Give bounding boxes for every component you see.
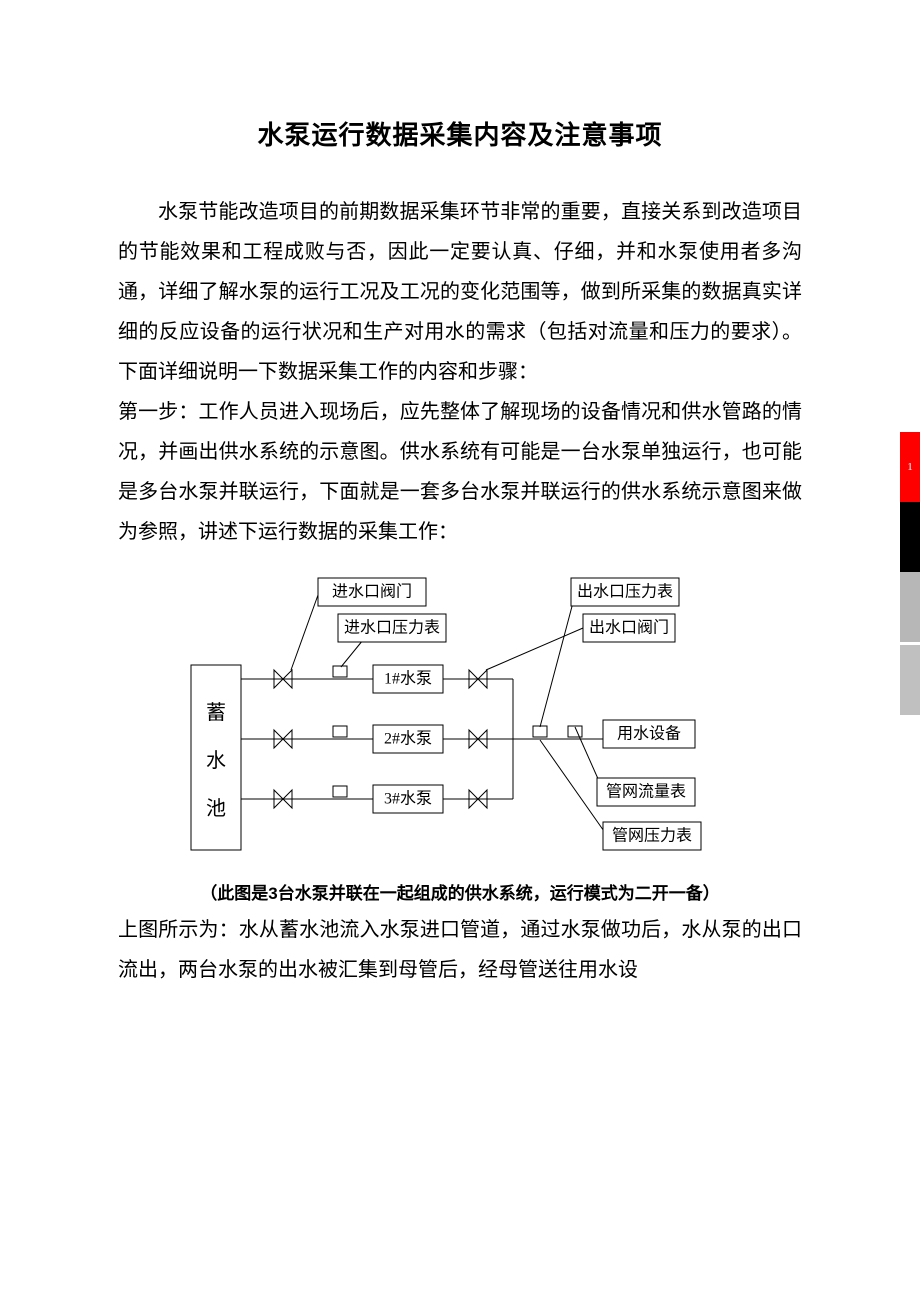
paragraph-intro: 水泵节能改造项目的前期数据采集环节非常的重要，直接关系到改造项目的节能效果和工程… — [118, 192, 802, 392]
tab-gray-2 — [900, 645, 920, 715]
svg-text:2#水泵: 2#水泵 — [383, 730, 431, 748]
svg-text:蓄: 蓄 — [206, 701, 226, 724]
svg-text:进水口阀门: 进水口阀门 — [331, 583, 411, 601]
page-title: 水泵运行数据采集内容及注意事项 — [118, 115, 802, 152]
side-tabs: 1 — [900, 432, 920, 715]
svg-text:管网流量表: 管网流量表 — [605, 783, 685, 801]
diagram-caption: （此图是3台水泵并联在一起组成的供水系统，运行模式为二开一备） — [118, 879, 802, 904]
tab-page-number: 1 — [900, 432, 920, 502]
svg-text:1#水泵: 1#水泵 — [383, 670, 431, 688]
svg-text:出水口阀门: 出水口阀门 — [588, 619, 668, 637]
svg-text:池: 池 — [206, 797, 226, 820]
tab-black — [900, 502, 920, 572]
svg-text:管网压力表: 管网压力表 — [611, 827, 691, 845]
svg-text:3#水泵: 3#水泵 — [383, 790, 431, 808]
svg-text:出水口压力表: 出水口压力表 — [576, 583, 672, 601]
system-diagram: 蓄水池 1#水泵 2#水泵 3#水泵 进水口阀门进水口压力表 出水口压力表出水口阀门用水设… — [183, 570, 738, 865]
paragraph-step1: 第一步：工作人员进入现场后，应先整体了解现场的设备情况和供水管路的情况，并画出供… — [118, 392, 802, 552]
svg-text:用水设备: 用水设备 — [616, 725, 680, 743]
paragraph-explain: 上图所示为：水从蓄水池流入水泵进口管道，通过水泵做功后，水从泵的出口流出，两台水… — [118, 910, 802, 990]
svg-text:水: 水 — [206, 749, 226, 772]
tab-gray-1 — [900, 572, 920, 642]
svg-text:进水口压力表: 进水口压力表 — [343, 619, 439, 637]
